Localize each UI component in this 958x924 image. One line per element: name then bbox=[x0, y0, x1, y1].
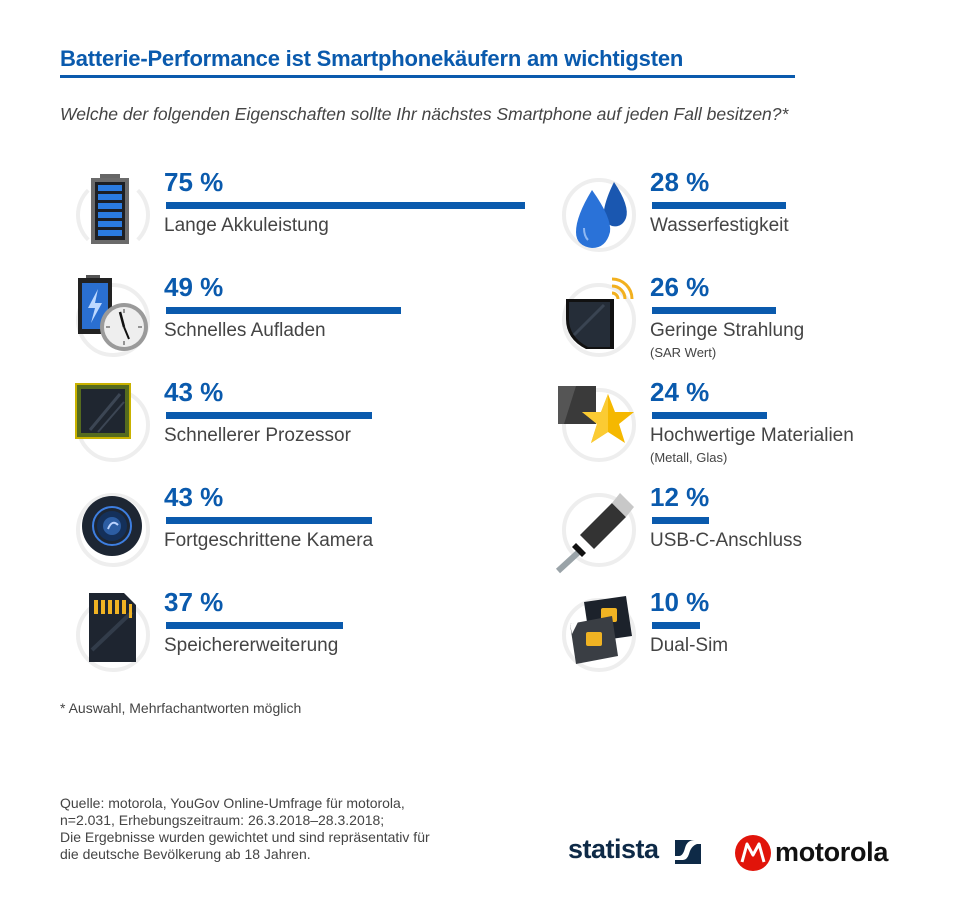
source-line: Quelle: motorola, YouGov Online-Umfrage … bbox=[60, 795, 405, 811]
chart-item: 24 % Hochwertige Materialien (Metall, Gl… bbox=[546, 377, 926, 480]
category-label: USB-C-Anschluss bbox=[650, 530, 803, 551]
source-line: n=2.031, Erhebungszeitraum: 26.3.2018–28… bbox=[60, 812, 385, 828]
chart-item: 43 % Fortgeschrittene Kamera bbox=[60, 482, 440, 585]
statista-mark-icon bbox=[675, 840, 701, 864]
materials-star-icon bbox=[546, 380, 646, 470]
chart-item: 49 % Schnelles Aufladen bbox=[60, 272, 440, 375]
battery-icon bbox=[60, 170, 160, 260]
motorola-logo-icon bbox=[735, 835, 771, 871]
bar bbox=[652, 517, 709, 524]
chart-item: 43 % Schnellerer Prozessor bbox=[60, 377, 440, 480]
source-note: Quelle: motorola, YouGov Online-Umfrage … bbox=[60, 795, 500, 863]
category-label: Wasserfestigkeit bbox=[650, 215, 789, 236]
motorola-logo: motorola bbox=[775, 837, 889, 867]
category-label: Lange Akkuleistung bbox=[164, 215, 329, 236]
value-label: 24 % bbox=[650, 377, 710, 407]
value-label: 12 % bbox=[650, 482, 710, 512]
category-label: Fortgeschrittene Kamera bbox=[164, 530, 374, 551]
camera-lens-icon bbox=[60, 485, 160, 575]
bar bbox=[652, 202, 786, 209]
value-label: 37 % bbox=[164, 587, 224, 617]
bar bbox=[652, 622, 700, 629]
value-label: 26 % bbox=[650, 272, 710, 302]
page-title: Batterie-Performance ist Smartphonekäufe… bbox=[60, 46, 684, 71]
category-label: Hochwertige Materialien bbox=[650, 425, 854, 446]
footnote: * Auswahl, Mehrfachantworten möglich bbox=[60, 700, 302, 716]
source-line: die deutsche Bevölkerung ab 18 Jahren. bbox=[60, 846, 311, 862]
category-label: Speichererweiterung bbox=[164, 635, 339, 656]
value-label: 75 % bbox=[164, 167, 224, 197]
chart-item: 10 % Dual-Sim bbox=[546, 587, 926, 690]
category-sublabel: (Metall, Glas) bbox=[650, 450, 728, 465]
bar bbox=[166, 517, 372, 524]
processor-chip-icon bbox=[60, 380, 160, 470]
bar bbox=[166, 307, 401, 314]
bar bbox=[166, 202, 525, 209]
value-label: 28 % bbox=[650, 167, 710, 197]
value-label: 49 % bbox=[164, 272, 224, 302]
fast-charge-icon bbox=[60, 275, 160, 365]
title-underline bbox=[60, 75, 795, 78]
category-label: Schnellerer Prozessor bbox=[164, 425, 351, 446]
value-label: 43 % bbox=[164, 482, 224, 512]
bar bbox=[652, 307, 776, 314]
category-sublabel: (SAR Wert) bbox=[650, 345, 717, 360]
usb-c-cable-icon bbox=[546, 485, 646, 575]
page-subtitle: Welche der folgenden Eigenschaften sollt… bbox=[60, 104, 789, 124]
chart-item: 37 % Speichererweiterung bbox=[60, 587, 440, 690]
chart-item: 26 % Geringe Strahlung (SAR Wert) bbox=[546, 272, 926, 375]
dual-sim-icon bbox=[546, 590, 646, 680]
chart-item: 75 % Lange Akkuleistung bbox=[60, 167, 525, 270]
bar bbox=[166, 412, 372, 419]
chart-item: 28 % Wasserfestigkeit bbox=[546, 167, 926, 270]
category-label: Schnelles Aufladen bbox=[164, 320, 326, 341]
water-drops-icon bbox=[546, 170, 646, 260]
bar bbox=[166, 622, 343, 629]
chart-item: 12 % USB-C-Anschluss bbox=[546, 482, 926, 585]
bar bbox=[652, 412, 767, 419]
category-label: Dual-Sim bbox=[650, 635, 729, 656]
source-line: Die Ergebnisse wurden gewichtet und sind… bbox=[60, 829, 430, 845]
value-label: 43 % bbox=[164, 377, 224, 407]
sd-card-icon bbox=[60, 590, 160, 680]
value-label: 10 % bbox=[650, 587, 710, 617]
category-label: Geringe Strahlung bbox=[650, 320, 805, 341]
statista-logo: statista bbox=[568, 834, 659, 864]
radiation-phone-icon bbox=[546, 275, 646, 365]
